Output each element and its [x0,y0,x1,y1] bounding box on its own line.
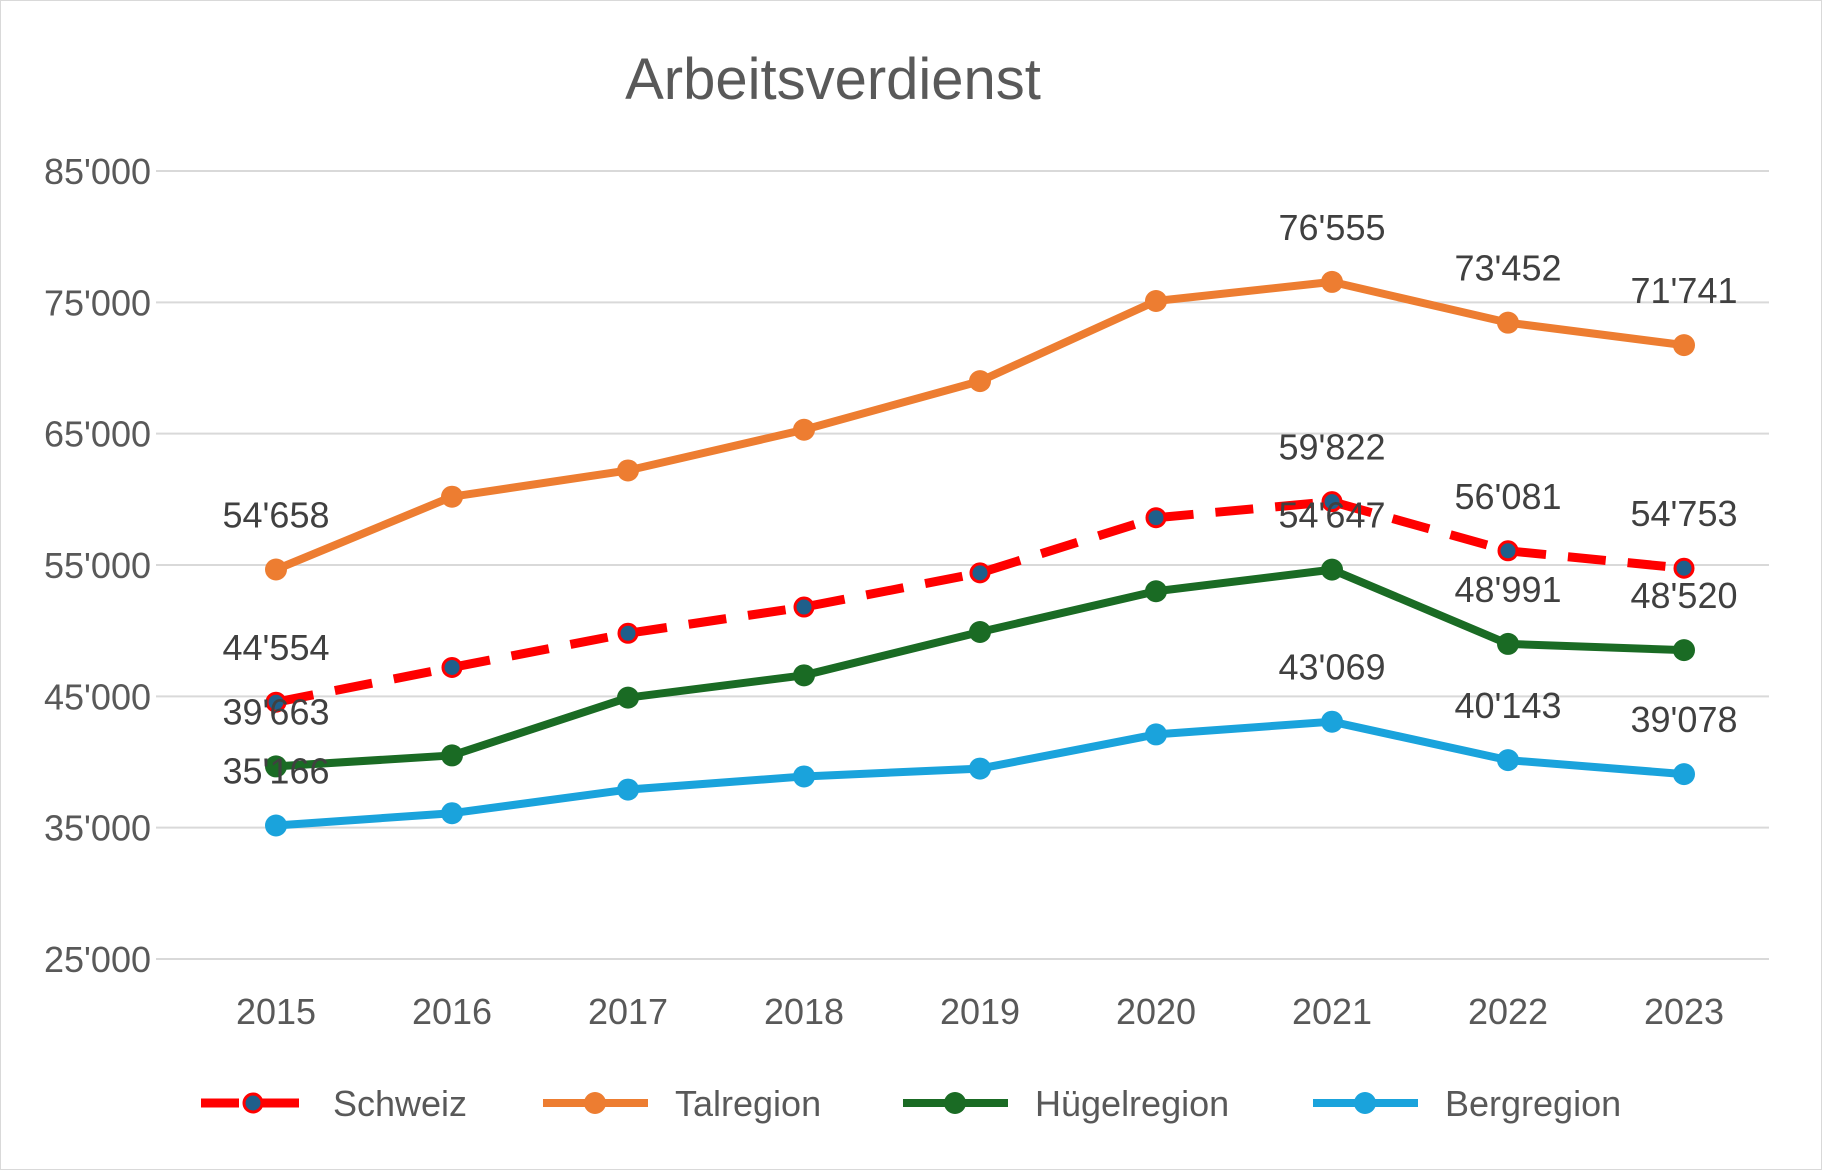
series-hügelregion [265,558,1695,778]
data-point [793,418,815,441]
data-label: 48'991 [1455,569,1562,610]
series-schweiz [265,491,1695,713]
y-tick-label: 35'000 [44,808,151,849]
data-label: 35'166 [223,750,330,791]
y-tick-label: 45'000 [44,676,151,717]
data-point [793,765,815,788]
data-point [617,459,639,482]
legend-label: Hügelregion [1035,1083,1229,1124]
data-point [793,596,815,618]
data-point [1673,639,1695,662]
data-point [1145,580,1167,603]
data-point [265,814,287,837]
legend-item: Talregion [543,1083,821,1124]
x-tick-label: 2018 [764,991,844,1032]
data-point [1321,270,1343,293]
data-label: 73'452 [1455,248,1562,289]
legend-item: Bergregion [1313,1083,1621,1124]
data-point [441,656,463,678]
data-point [441,744,463,767]
grid-lines [156,170,1769,960]
data-label: 54'658 [223,494,330,535]
x-tick-label: 2015 [236,991,316,1032]
data-label: 44'554 [223,627,330,668]
data-label: 56'081 [1455,476,1562,517]
data-point [1497,540,1519,562]
data-label: 39'078 [1631,699,1738,740]
data-point [1145,507,1167,529]
legend-swatch-marker [944,1092,966,1114]
data-point [617,622,639,644]
y-tick-label: 65'000 [44,414,151,455]
data-label: 39'663 [223,691,330,732]
data-point [265,558,287,581]
legend: Schweiz Talregion Hügelregion Bergregion [201,1083,1621,1124]
data-point [1673,763,1695,786]
data-label: 59'822 [1279,427,1386,468]
data-point [1497,311,1519,334]
data-point [1673,334,1695,357]
data-label: 71'741 [1631,270,1738,311]
series-bergregion [265,710,1695,837]
data-point [265,691,287,713]
data-point [793,664,815,687]
legend-label: Bergregion [1445,1083,1621,1124]
data-point [1321,558,1343,581]
legend-swatch-marker [584,1092,606,1114]
data-point [1497,749,1519,772]
data-point [1145,723,1167,746]
legend-item: Schweiz [201,1083,467,1124]
data-point [1145,290,1167,313]
data-point [1497,632,1519,655]
x-tick-label: 2020 [1116,991,1196,1032]
y-axis-ticks: 25'000 35'000 45'000 55'000 65'000 75'000 85'0… [44,151,151,980]
data-label: 40'143 [1455,685,1562,726]
data-point [969,562,991,584]
x-axis-ticks: 2015 2016 2017 2018 2019 2020 2021 2022 2023 [236,991,1724,1032]
data-label: 43'069 [1279,647,1386,688]
data-point [265,755,287,778]
data-label: 54'647 [1279,495,1386,536]
data-point [441,485,463,508]
data-point [1673,557,1695,579]
y-tick-label: 75'000 [44,282,151,323]
legend-item: Hügelregion [903,1083,1229,1124]
x-tick-label: 2019 [940,991,1020,1032]
x-tick-label: 2017 [588,991,668,1032]
legend-swatch-marker [1354,1092,1376,1114]
data-point [969,370,991,393]
legend-swatch-marker [242,1092,264,1114]
y-tick-label: 55'000 [44,545,151,586]
y-tick-label: 25'000 [44,939,151,980]
legend-label: Talregion [675,1083,821,1124]
data-point [1321,710,1343,733]
data-point [969,620,991,643]
data-label: 76'555 [1279,207,1386,248]
data-point [441,802,463,825]
x-tick-label: 2023 [1644,991,1724,1032]
data-point [617,686,639,709]
x-tick-label: 2021 [1292,991,1372,1032]
data-point [1321,491,1343,513]
series-talregion [265,270,1695,581]
chart-title: Arbeitsverdienst [625,47,1041,112]
x-tick-label: 2022 [1468,991,1548,1032]
data-label: 54'753 [1631,493,1738,534]
data-point [969,757,991,780]
y-tick-label: 85'000 [44,151,151,192]
legend-label: Schweiz [333,1083,467,1124]
x-tick-label: 2016 [412,991,492,1032]
data-label: 48'520 [1631,575,1738,616]
data-labels: 44'554 59'822 56'081 54'753 54'658 76'555 73'4… [223,207,1738,792]
series-lines [265,270,1695,837]
series-line [274,277,1685,574]
data-point [617,778,639,801]
